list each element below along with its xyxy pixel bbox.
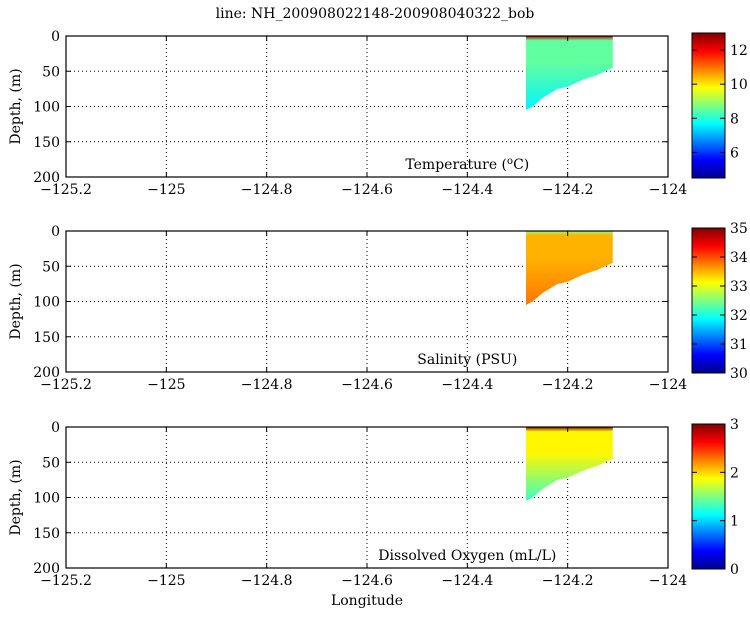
colorbar-tick-label: 1 [730, 514, 739, 530]
colorbar-tick-label: 0 [730, 562, 739, 578]
y-tick-label: 0 [51, 224, 60, 240]
colorbar-tick-label: 34 [730, 250, 748, 266]
x-tick-label: −124.2 [542, 182, 594, 198]
x-tick-label: −124.2 [542, 377, 594, 393]
x-tick-label: −124.2 [542, 573, 594, 589]
y-tick-label: 50 [42, 259, 60, 275]
x-tick-label: −125 [147, 182, 185, 198]
y-tick-label: 100 [33, 295, 60, 311]
panel-oxygen: −125.2 −125 −124.8 −124.6 −124.4 −124.2 −124 0 5… [8, 417, 739, 609]
colorbar-gradient [691, 32, 726, 179]
x-tick-label: −124.8 [241, 377, 293, 393]
data-section-oxygen [526, 427, 613, 501]
y-axis-label: Depth, (m) [8, 68, 24, 144]
colorbar-tick-label: 31 [730, 337, 748, 353]
figure-title: line: NH_200908022148-200908040322_bob [216, 6, 535, 22]
x-tick-label: −124 [649, 573, 688, 589]
x-tick-label: −125 [147, 377, 185, 393]
panel-temperature: −125.2 −125 −124.8 −124.6 −124.4 −124.2 −124 0 5… [8, 29, 748, 198]
data-section-salinity [526, 231, 613, 305]
colorbar-gradient [691, 227, 726, 374]
y-tick-label: 50 [42, 455, 60, 471]
y-tick-label: 200 [33, 561, 60, 577]
colorbar-tick-label: 2 [730, 465, 739, 481]
colorbar-tick-label: 3 [730, 417, 739, 433]
x-tick-label: −124.4 [441, 182, 493, 198]
y-tick-label: 100 [33, 100, 60, 116]
y-tick-label: 150 [33, 135, 60, 151]
colorbar-tick-label: 6 [730, 145, 739, 161]
colorbar-tick-label: 12 [730, 43, 748, 59]
x-tick-label: −125.2 [40, 377, 92, 393]
x-tick-label: −124.8 [241, 182, 293, 198]
colorbar-tick-label: 33 [730, 279, 748, 295]
panel-annotation: Salinity (PSU) [417, 352, 517, 368]
x-tick-label: −124.8 [241, 573, 293, 589]
colorbar-tick-label: 8 [730, 111, 739, 127]
x-tick-label: −124.6 [341, 377, 393, 393]
y-tick-label: 150 [33, 330, 60, 346]
x-tick-label: −125.2 [40, 573, 92, 589]
colorbar-salinity: 30 31 32 33 34 35 [691, 221, 748, 382]
x-tick-label: −124.4 [441, 377, 493, 393]
y-axis-label: Depth, (m) [8, 459, 24, 535]
y-tick-label: 200 [33, 365, 60, 381]
colorbar-tick-label: 35 [730, 221, 748, 237]
y-tick-label: 0 [51, 420, 60, 436]
x-tick-label: −124 [649, 377, 688, 393]
panel-annotation: Temperature (oC) [405, 156, 529, 174]
y-tick-label: 200 [33, 170, 60, 186]
x-tick-label: −124.6 [341, 573, 393, 589]
colorbar-tick-label: 32 [730, 308, 748, 324]
y-tick-label: 50 [42, 64, 60, 80]
y-tick-label: 0 [51, 29, 60, 45]
y-axis-label: Depth, (m) [8, 263, 24, 339]
panel-annotation: Dissolved Oxygen (mL/L) [378, 548, 556, 564]
x-tick-label: −124.6 [341, 182, 393, 198]
colorbar-tick-label: 10 [730, 77, 748, 93]
x-tick-label: −124.4 [441, 573, 493, 589]
x-tick-label: −124 [649, 182, 688, 198]
panel-salinity: −125.2 −125 −124.8 −124.6 −124.4 −124.2 −124 0 5… [8, 221, 748, 393]
colorbar-tick-label: 30 [730, 366, 748, 382]
data-section-temperature [526, 36, 613, 110]
colorbar-gradient [691, 423, 726, 570]
colorbar-temperature: 6 8 10 12 [691, 32, 748, 179]
y-tick-label: 100 [33, 491, 60, 507]
x-tick-label: −125 [147, 573, 185, 589]
x-tick-label: −125.2 [40, 182, 92, 198]
y-tick-label: 150 [33, 526, 60, 542]
x-axis-label: Longitude [331, 593, 403, 609]
colorbar-oxygen: 0 1 2 3 [691, 417, 739, 578]
